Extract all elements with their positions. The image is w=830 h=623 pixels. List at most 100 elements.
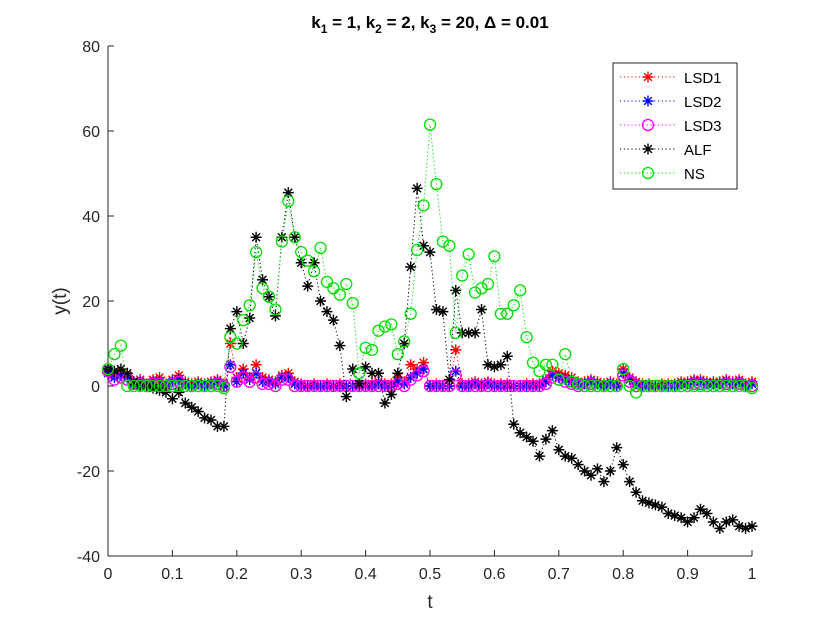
data-point-lsd3 [307, 379, 321, 393]
legend-entry-alf: ALF [620, 142, 712, 159]
data-point-alf [372, 367, 384, 379]
data-point-ns [475, 282, 488, 295]
data-point-ns [687, 379, 701, 393]
data-point-lsd3 [462, 379, 475, 393]
data-point-alf [463, 327, 475, 339]
data-point-lsd1 [450, 344, 462, 356]
data-point-ns [449, 326, 462, 340]
data-point-ns [192, 379, 205, 393]
data-point-alf [591, 463, 603, 475]
data-point-alf [611, 442, 623, 454]
data-point-lsd3 [243, 375, 256, 388]
y-tick-label: 20 [82, 294, 100, 311]
series-line-ns [107, 124, 753, 394]
data-point-lsd2 [340, 380, 352, 392]
data-point-alf [308, 257, 320, 269]
data-point-lsd3 [295, 379, 308, 393]
data-point-alf [327, 314, 339, 326]
data-point-alf [656, 501, 668, 513]
data-point-ns [417, 199, 430, 212]
data-point-lsd3 [314, 379, 327, 393]
x-tick-label: 0.6 [483, 566, 505, 583]
data-point-lsd2 [495, 380, 507, 392]
data-point-lsd2 [488, 380, 500, 392]
data-point-alf [166, 393, 178, 405]
data-point-lsd3 [629, 379, 643, 393]
data-point-ns [391, 347, 404, 361]
data-point-lsd2 [224, 359, 236, 371]
data-point-ns [707, 379, 720, 393]
data-point-ns [385, 318, 398, 331]
data-point-ns [114, 339, 128, 352]
data-point-ns [198, 379, 211, 393]
data-point-ns [378, 320, 392, 333]
data-point-lsd3 [514, 379, 527, 393]
data-point-alf [604, 465, 616, 477]
data-point-ns [327, 282, 340, 295]
data-point-lsd2 [740, 380, 752, 392]
data-point-lsd2 [302, 380, 314, 392]
data-point-alf [366, 367, 378, 379]
data-point-ns [668, 379, 681, 393]
data-point-alf [295, 257, 307, 269]
data-point-alf [643, 497, 655, 509]
data-point-ns [140, 379, 153, 393]
data-point-alf [476, 304, 488, 315]
data-point-ns [655, 379, 668, 393]
data-point-alf [727, 514, 739, 526]
data-point-alf [469, 327, 481, 339]
data-point-lsd2 [347, 380, 359, 392]
y-tick-label: 80 [82, 39, 100, 56]
data-point-lsd2 [546, 369, 558, 381]
legend-marker-ns [641, 166, 655, 180]
data-point-alf [566, 452, 578, 464]
data-point-alf [624, 476, 636, 488]
data-point-lsd2 [244, 374, 256, 386]
x-tick-label: 0.7 [548, 566, 570, 583]
data-point-alf [289, 231, 301, 243]
data-point-alf [533, 450, 545, 462]
data-point-lsd2 [624, 374, 636, 386]
data-point-lsd2 [237, 367, 249, 379]
y-tick-label: -20 [77, 464, 100, 481]
data-point-lsd3 [430, 379, 443, 393]
data-point-lsd2 [727, 378, 739, 390]
data-point-lsd3 [417, 364, 430, 378]
data-point-alf [121, 367, 133, 379]
x-tick-label: 1 [748, 566, 757, 583]
data-point-ns [346, 296, 359, 310]
data-point-ns [662, 379, 675, 393]
data-point-alf [456, 327, 468, 339]
data-point-alf [501, 350, 513, 362]
data-point-alf [598, 476, 610, 488]
series-alf [102, 182, 758, 534]
data-point-ns [314, 241, 327, 255]
data-point-ns [269, 303, 282, 316]
data-point-alf [585, 469, 597, 481]
legend-label-lsd2: LSD2 [684, 94, 722, 111]
data-point-ns [514, 284, 527, 297]
data-point-alf [669, 510, 681, 522]
data-point-alf [173, 386, 185, 398]
legend-entry-lsd3: LSD3 [620, 118, 722, 135]
data-point-ns [217, 381, 231, 395]
y-ticks: -40 -20 0 20 40 60 80 [77, 39, 114, 566]
data-point-alf [572, 459, 584, 471]
data-point-alf [128, 376, 140, 388]
data-point-alf [682, 516, 694, 528]
data-point-alf [257, 274, 269, 286]
data-point-lsd2 [682, 378, 694, 390]
data-point-ns [571, 377, 585, 391]
legend-label-ns: NS [684, 166, 705, 183]
data-point-lsd2 [430, 380, 442, 392]
data-point-alf [360, 361, 372, 373]
data-point-ns [642, 379, 656, 393]
data-point-alf [424, 246, 436, 258]
data-point-alf [746, 520, 758, 532]
data-point-lsd3 [456, 379, 469, 393]
data-point-alf [617, 459, 629, 471]
data-point-lsd2 [566, 376, 578, 388]
data-point-alf [321, 306, 333, 318]
data-point-lsd2 [315, 380, 327, 392]
data-point-lsd2 [173, 374, 185, 386]
